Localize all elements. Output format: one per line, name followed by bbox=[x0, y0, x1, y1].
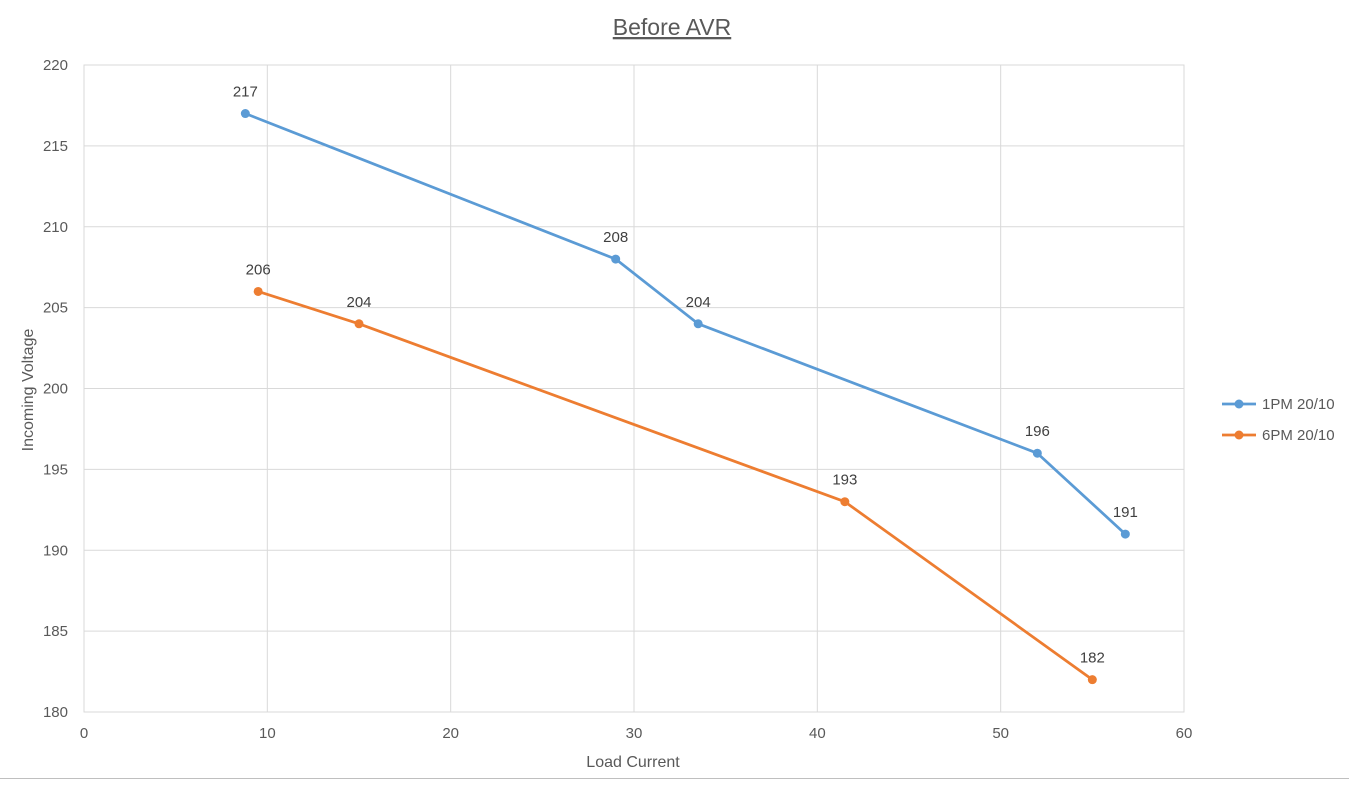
x-tick-label: 40 bbox=[809, 725, 826, 742]
y-tick-label: 195 bbox=[43, 461, 68, 478]
data-point bbox=[253, 286, 263, 296]
series-line bbox=[244, 112, 1127, 536]
x-tick-label: 10 bbox=[259, 725, 276, 742]
data-label: 196 bbox=[1025, 423, 1050, 440]
data-label: 193 bbox=[832, 472, 857, 489]
y-tick-label: 200 bbox=[43, 381, 68, 398]
chart-title: Before AVR bbox=[613, 14, 731, 40]
legend-swatch-marker bbox=[1234, 430, 1244, 440]
data-point bbox=[354, 319, 364, 329]
y-tick-label: 190 bbox=[43, 542, 68, 559]
y-tick-label: 185 bbox=[43, 623, 68, 640]
y-tick-label: 205 bbox=[43, 300, 68, 317]
legend-label: 1PM 20/10 bbox=[1262, 396, 1335, 413]
x-tick-label: 0 bbox=[80, 725, 88, 742]
series-layer bbox=[240, 109, 1130, 685]
y-axis-title: Incoming Voltage bbox=[20, 329, 37, 452]
data-label: 191 bbox=[1113, 504, 1138, 521]
y-tick-label: 180 bbox=[43, 704, 68, 721]
data-label: 204 bbox=[686, 294, 711, 311]
axis-layer: 0 10 20 30 40 50 60 180 185 190 195 200 205 210 215 220 bbox=[43, 57, 1192, 742]
x-tick-label: 50 bbox=[992, 725, 1009, 742]
data-point bbox=[693, 319, 703, 329]
data-point bbox=[840, 497, 850, 507]
x-tick-label: 60 bbox=[1176, 725, 1193, 742]
data-label: 217 bbox=[233, 84, 258, 101]
y-tick-label: 210 bbox=[43, 219, 68, 236]
bottom-border bbox=[0, 778, 1349, 779]
data-point bbox=[1087, 675, 1097, 685]
data-point bbox=[1032, 448, 1042, 458]
data-point bbox=[240, 109, 250, 119]
x-tick-label: 30 bbox=[626, 725, 643, 742]
y-tick-label: 215 bbox=[43, 138, 68, 155]
label-layer: 217 208 204 196 191 206 204 193 182 bbox=[233, 84, 1138, 667]
legend-label: 6PM 20/10 bbox=[1262, 427, 1335, 444]
x-tick-label: 20 bbox=[442, 725, 459, 742]
data-label: 206 bbox=[246, 261, 271, 278]
grid-layer bbox=[83, 64, 1185, 713]
legend-swatch-marker bbox=[1234, 399, 1244, 409]
data-point bbox=[611, 254, 621, 264]
x-axis-title: Load Current bbox=[586, 754, 680, 771]
series-line bbox=[257, 290, 1094, 681]
legend: 1PM 20/10 6PM 20/10 bbox=[1222, 396, 1335, 444]
data-label: 182 bbox=[1080, 650, 1105, 667]
data-label: 204 bbox=[346, 294, 371, 311]
y-tick-label: 220 bbox=[43, 57, 68, 74]
data-label: 208 bbox=[603, 229, 628, 246]
data-point bbox=[1120, 529, 1130, 539]
